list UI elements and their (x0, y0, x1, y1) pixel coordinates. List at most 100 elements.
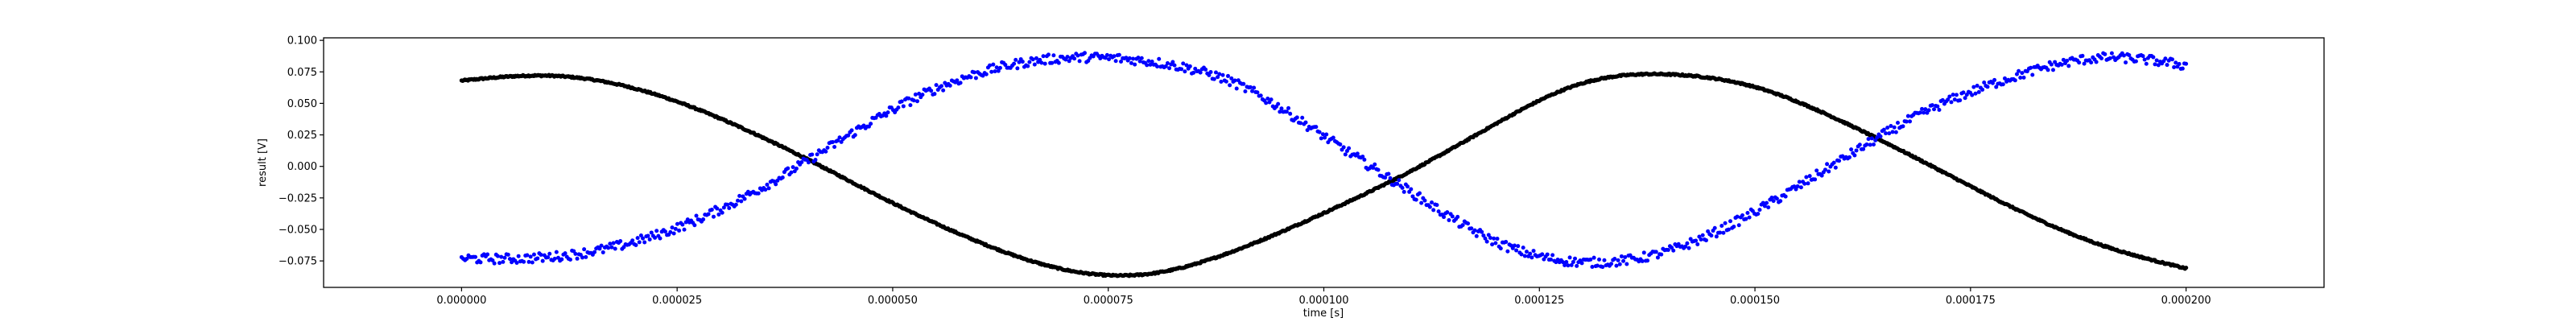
data-point (2184, 61, 2189, 66)
data-point (1666, 248, 1670, 253)
data-point (1460, 223, 1465, 228)
data-point (1145, 63, 1150, 68)
data-point (1864, 142, 1869, 147)
data-point (1187, 64, 1192, 68)
data-point (510, 260, 514, 265)
data-point (1298, 121, 1303, 126)
data-point (1012, 61, 1017, 66)
data-point (1072, 56, 1077, 61)
data-point (906, 96, 911, 101)
data-point (1871, 142, 1876, 147)
data-point (1875, 135, 1880, 140)
data-point (1013, 57, 1018, 62)
data-point (1694, 238, 1699, 243)
data-point (1833, 165, 1838, 170)
data-point (1990, 80, 1995, 85)
data-point (618, 239, 623, 244)
data-point (1566, 263, 1571, 268)
data-point (1756, 212, 1761, 217)
data-point (1970, 93, 1975, 97)
data-point (1617, 262, 1622, 266)
data-point (1771, 199, 1776, 204)
data-point (531, 252, 536, 257)
data-point (1745, 211, 1750, 216)
data-point (1973, 91, 1978, 96)
data-point (1881, 127, 1886, 132)
data-point (2127, 52, 2132, 57)
data-point (1994, 85, 1999, 89)
data-point (1569, 262, 1574, 267)
y-tick-label: −0.075 (279, 256, 317, 268)
data-point (1119, 60, 1124, 64)
data-point (580, 255, 584, 260)
data-point (1904, 119, 1909, 124)
data-point (1937, 108, 1942, 112)
data-point (1003, 63, 1008, 68)
data-point (1165, 61, 1170, 66)
data-point (1619, 254, 1624, 258)
data-point (929, 89, 934, 93)
data-point (525, 253, 530, 258)
data-point (1940, 97, 1945, 102)
data-point (1148, 62, 1153, 67)
data-point (1712, 225, 1717, 230)
data-point (649, 230, 654, 235)
data-point (1234, 86, 1239, 91)
data-point (582, 247, 587, 252)
data-point (1621, 258, 1626, 263)
data-point (1409, 187, 1414, 192)
data-point (839, 139, 844, 144)
data-point (692, 223, 697, 228)
data-point (1445, 210, 1450, 215)
data-point (1926, 108, 1931, 113)
data-point (1207, 72, 1212, 77)
data-point (1112, 54, 1117, 59)
data-point (1653, 250, 1658, 254)
data-point (499, 254, 504, 259)
data-point (1155, 64, 1160, 69)
data-point (1032, 62, 1037, 67)
data-point (1719, 223, 1724, 228)
data-point (1783, 194, 1788, 199)
data-point (1248, 85, 1253, 89)
data-point (1027, 60, 1032, 64)
data-point (1857, 142, 1862, 147)
data-point (1686, 246, 1691, 250)
data-point (1324, 132, 1329, 137)
data-point (1920, 106, 1925, 111)
data-point (1595, 263, 1600, 268)
data-point (958, 80, 963, 85)
data-point (1493, 241, 1498, 246)
data-point (1896, 121, 1901, 126)
data-point (2020, 71, 2025, 76)
data-point (2156, 63, 2161, 68)
y-tick-label: 0.100 (287, 35, 317, 47)
data-point (1802, 181, 1807, 186)
data-point (1419, 200, 1424, 205)
data-point (2180, 66, 2185, 71)
data-point (568, 258, 572, 262)
data-point (592, 250, 597, 254)
data-point (599, 243, 604, 248)
data-point (485, 252, 490, 257)
data-point (742, 196, 747, 201)
data-point (1050, 60, 1055, 65)
data-point (1714, 234, 1719, 239)
data-point (1229, 76, 1234, 80)
data-point (1250, 89, 1255, 93)
data-point (1030, 57, 1035, 62)
data-point (1131, 56, 1136, 61)
data-point (547, 251, 552, 256)
x-tick-label: 0.000175 (1946, 295, 1996, 307)
data-point (1700, 233, 1705, 237)
data-point (2066, 64, 2071, 68)
data-point (1747, 215, 1752, 220)
data-point (709, 208, 714, 213)
data-point (2018, 76, 2023, 80)
data-point (1483, 236, 1488, 241)
data-point (1314, 125, 1319, 130)
data-point (680, 222, 685, 227)
data-point (901, 104, 906, 109)
data-point (955, 78, 960, 83)
data-point (677, 228, 682, 233)
